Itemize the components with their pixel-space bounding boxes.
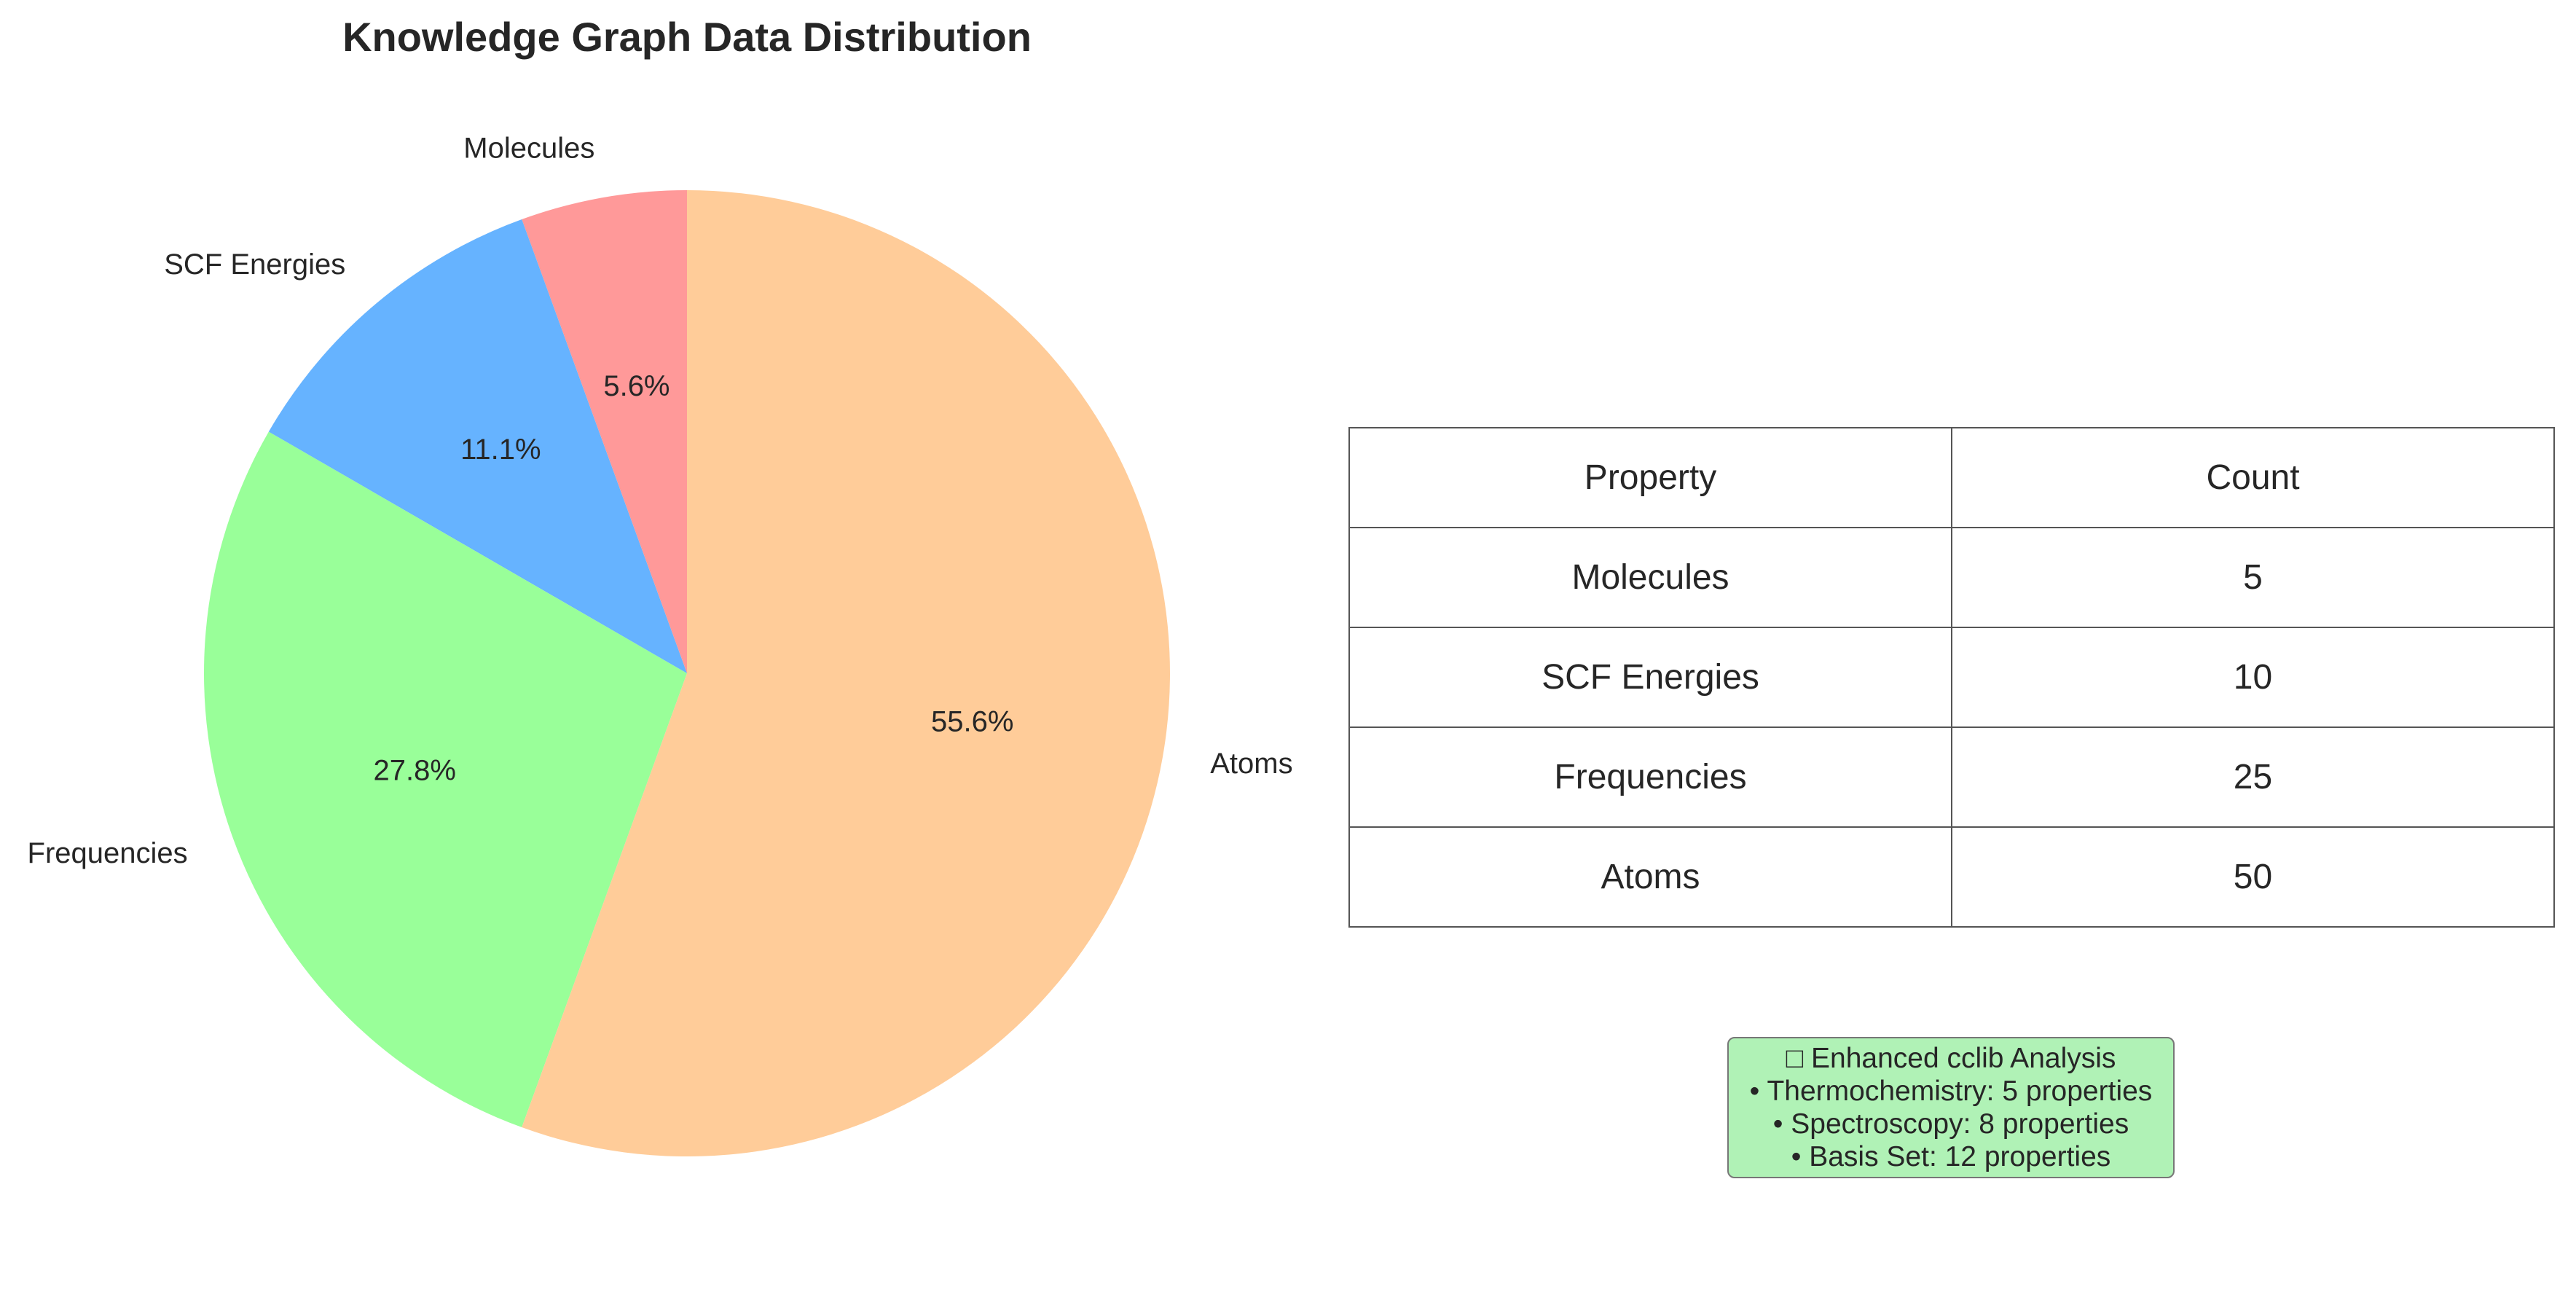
table-cell-count: 50 [1951,826,2555,928]
column-header-property: Property [1348,427,1952,528]
info-box-line-heading: □ Enhanced cclib Analysis [1786,1043,2116,1074]
table-row: Frequencies 25 [1348,726,2555,828]
slice-percent-scf-energies: 11.1% [460,434,541,466]
table-row: SCF Energies 10 [1348,627,2555,728]
property-count-table: Property Count Molecules 5 SCF Energies … [1348,427,2555,928]
pie-chart: Knowledge Graph Data Distribution Molecu… [28,14,1293,1156]
table-header-row: Property Count [1348,427,2555,528]
slice-percent-molecules: 5.6% [603,370,669,402]
pie-slices [204,190,1170,1156]
table-row: Atoms 50 [1348,826,2555,928]
pie-slice-molecules [522,190,687,673]
table-row: Molecules 5 [1348,527,2555,628]
table-cell-property: Atoms [1348,826,1952,928]
table-cell-property: Molecules [1348,527,1952,628]
table-cell-count: 10 [1951,627,2555,728]
table-cell-property: SCF Energies [1348,627,1952,728]
column-header-count: Count [1951,427,2555,528]
table-cell-count: 25 [1951,726,2555,828]
slice-label-frequencies: Frequencies [28,837,188,869]
pie-labels: Molecules 5.6% SCF Energies 11.1% Frequencie… [28,132,1293,869]
table-cell-property: Frequencies [1348,726,1952,828]
slice-label-atoms: Atoms [1210,748,1292,780]
pie-slice-scf-energies [268,219,687,674]
analysis-info-box: □ Enhanced cclib Analysis • Thermochemis… [1727,1037,2175,1178]
slice-percent-atoms: 55.6% [931,706,1013,738]
pie-slice-atoms [522,190,1170,1156]
table-cell-count: 5 [1951,527,2555,628]
slice-percent-frequencies: 27.8% [373,755,455,787]
info-box-line-spectroscopy: • Spectroscopy: 8 properties [1772,1108,2129,1140]
slice-label-molecules: Molecules [463,132,594,164]
chart-title: Knowledge Graph Data Distribution [342,14,1032,60]
info-box-line-thermochemistry: • Thermochemistry: 5 properties [1749,1076,2153,1107]
pie-slice-frequencies [204,431,688,1128]
slice-label-scf-energies: SCF Energies [164,248,345,281]
info-box-line-basis-set: • Basis Set: 12 properties [1791,1141,2111,1172]
